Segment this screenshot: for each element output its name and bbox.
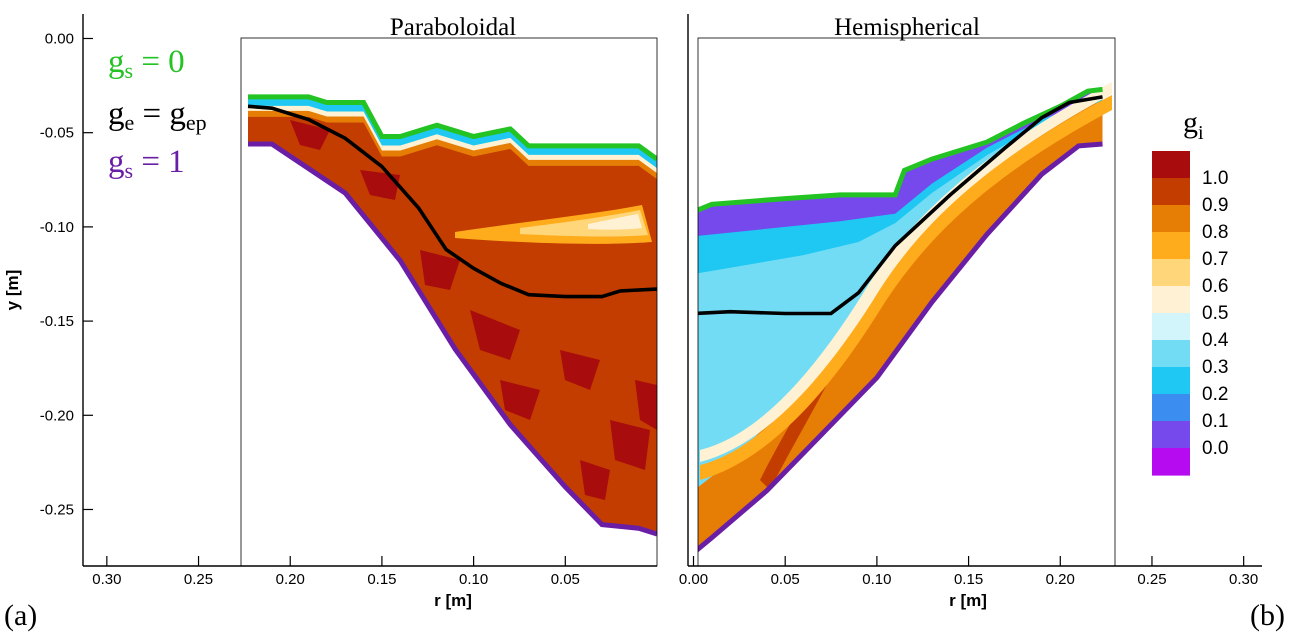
y-tick-label: -0.05 — [40, 125, 74, 142]
colorbar-level-label: 0.1 — [1202, 411, 1228, 432]
x-tick-label: 0.15 — [367, 571, 396, 588]
x-tick-label: 0.30 — [92, 571, 121, 588]
panel-b-liquid-region-0.4 — [698, 89, 1103, 488]
colorbar-swatch — [1152, 178, 1190, 206]
panel-b-gs1-boundary — [698, 141, 1103, 553]
x-tick-label: 0.05 — [771, 571, 800, 588]
colorbar-swatch — [1152, 259, 1190, 287]
panel-a-x-axis: 0.30 0.25 0.20 0.15 0.10 0.05 — [83, 556, 657, 588]
panel-b-x-ticks: 0.00 0.05 0.10 0.15 0.20 0.25 0.30 — [679, 556, 1258, 588]
panel-a-gs1-boundary — [248, 141, 657, 537]
panel-b: Hemispherical 0.00 0.05 0.10 0.15 0.20 0.25 0.… — [679, 14, 1285, 632]
colorbar-swatches — [1152, 151, 1190, 476]
colorbar-level-label: 1.0 — [1202, 168, 1228, 189]
colorbar-swatch — [1152, 232, 1190, 260]
panel-a-gs0-boundary — [248, 94, 657, 162]
y-ticks: 0.00 -0.05 -0.10 -0.15 -0.20 -0.25 — [40, 30, 93, 518]
colorbar-swatch — [1152, 448, 1190, 476]
x-tick-label: 0.20 — [1046, 571, 1075, 588]
x-tick-label: 0.25 — [184, 571, 213, 588]
x-tick-label: 0.05 — [551, 571, 580, 588]
y-tick-label: -0.20 — [40, 407, 74, 424]
colorbar-level-label: 0.7 — [1202, 249, 1228, 270]
colorbar-level-label: 0.5 — [1202, 303, 1228, 324]
panel-a-label: (a) — [4, 599, 37, 632]
panel-a-top-gradient-band — [248, 96, 657, 170]
colorbar-swatch — [1152, 286, 1190, 314]
y-axis: 0.00 -0.05 -0.10 -0.15 -0.20 -0.25 — [40, 14, 93, 566]
legend-gs1: gs = 1 — [108, 144, 185, 183]
colorbar-level-label: 0.0 — [1202, 438, 1228, 459]
y-tick-label: -0.10 — [40, 219, 74, 236]
panel-a-x-axis-label: r [m] — [434, 591, 472, 610]
panel-a-title: Paraboloidal — [390, 14, 516, 41]
colorbar-swatch — [1152, 394, 1190, 422]
colorbar-level-label: 0.6 — [1202, 276, 1228, 297]
x-tick-label: 0.30 — [1229, 571, 1258, 588]
y-axis-label: y [m] — [3, 270, 22, 311]
colorbar-level-label: 0.2 — [1202, 384, 1228, 405]
x-tick-label: 0.20 — [276, 571, 305, 588]
panel-a-orange-plume-light — [520, 210, 648, 237]
x-tick-label: 0.25 — [1137, 571, 1166, 588]
colorbar-level-label: 0.3 — [1202, 357, 1228, 378]
colorbar-level-label: 0.8 — [1202, 222, 1228, 243]
x-tick-label: 0.15 — [954, 571, 983, 588]
panel-a: Paraboloidal 0.30 0.25 0.20 0.15 0.10 0.05 r … — [4, 14, 658, 632]
colorbar-title: gi — [1183, 106, 1204, 144]
colorbar-swatch — [1152, 313, 1190, 341]
panel-b-x-axis-label: r [m] — [949, 591, 987, 610]
panel-a-orange-plume-core — [588, 214, 642, 230]
panel-a-field-0.9 — [248, 96, 657, 535]
panel-b-title: Hemispherical — [834, 14, 980, 41]
panel-b-ge-line — [698, 95, 1103, 316]
y-tick-label: -0.15 — [40, 313, 74, 330]
panel-b-x-axis: 0.00 0.05 0.10 0.15 0.20 0.25 0.30 — [679, 14, 1262, 588]
y-tick-label: -0.25 — [40, 501, 74, 518]
x-tick-label: 0.00 — [679, 571, 708, 588]
panel-a-top-gradient-band-3 — [248, 110, 657, 180]
colorbar-swatch — [1152, 421, 1190, 449]
legend: gs = 0 ge = gep gs = 1 — [108, 44, 207, 183]
panel-a-top-gradient-band-2 — [248, 105, 657, 175]
colorbar-level-label: 0.9 — [1202, 195, 1228, 216]
panel-a-ge-line — [247, 104, 657, 299]
colorbar-swatch — [1152, 367, 1190, 395]
colorbar-swatch — [1152, 151, 1190, 179]
colorbar-swatch — [1152, 205, 1190, 233]
colorbar-labels: 1.0 0.9 0.8 0.7 0.6 0.5 0.4 0.3 0.2 0.1 0.0 — [1202, 168, 1229, 459]
panel-b-label: (b) — [1250, 599, 1285, 632]
colorbar: gi 1.0 0.9 0.8 0.7 0.6 0.5 0.4 0.3 0.2 0.1 0.0 — [1152, 106, 1229, 476]
panel-a-x-ticks: 0.30 0.25 0.20 0.15 0.10 0.05 — [92, 556, 580, 588]
x-tick-label: 0.10 — [459, 571, 488, 588]
x-tick-label: 0.10 — [862, 571, 891, 588]
colorbar-swatch — [1152, 340, 1190, 368]
legend-ge: ge = gep — [108, 96, 207, 135]
y-tick-label: 0.00 — [45, 30, 74, 47]
colorbar-level-label: 0.4 — [1202, 330, 1229, 351]
legend-gs0: gs = 0 — [108, 44, 185, 83]
